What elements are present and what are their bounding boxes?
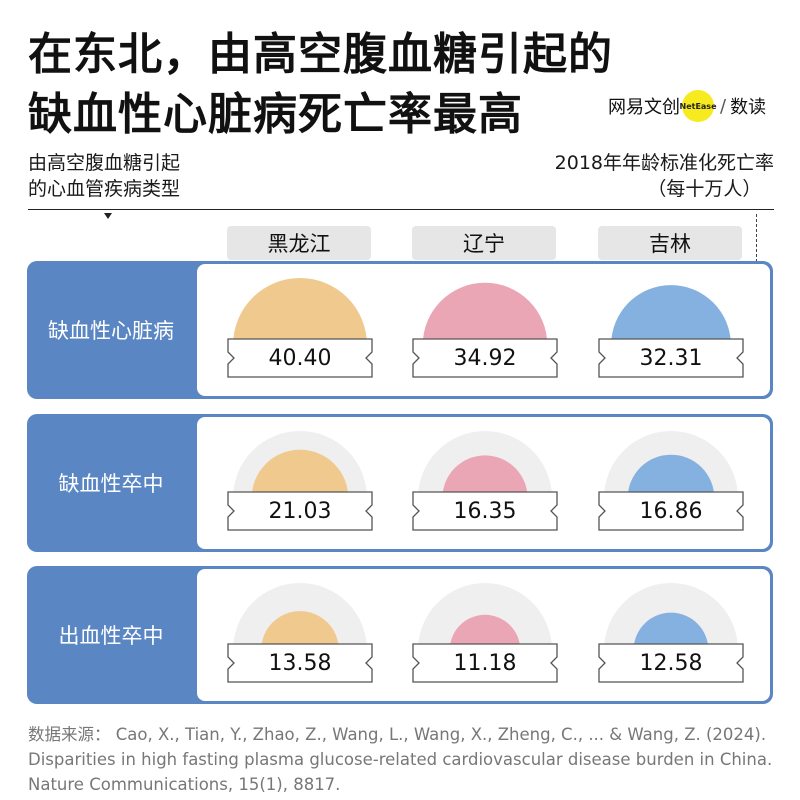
semicircle-mark xyxy=(412,431,558,531)
data-label: 12.58 xyxy=(639,650,703,676)
chart-cell: 11.18 xyxy=(412,576,558,696)
brand-logo: 网易文创 NetEase / 数读 xyxy=(608,90,766,122)
row-label: 缺血性心脏病 xyxy=(48,319,174,343)
value-ticket xyxy=(412,643,558,683)
data-label: 13.58 xyxy=(268,650,332,676)
chart-cell: 34.92 xyxy=(412,271,558,391)
semicircle-mark xyxy=(227,431,373,531)
value-ticket xyxy=(598,491,744,531)
page-title-line1: 在东北，由高空腹血糖引起的 xyxy=(28,29,613,80)
value-axis-header-line2: （每十万人） xyxy=(647,178,762,200)
value-semicircle xyxy=(449,614,521,650)
value-semicircle xyxy=(442,455,528,498)
value-semicircle xyxy=(233,278,367,345)
data-label: 16.35 xyxy=(453,498,517,524)
value-ticket xyxy=(412,491,558,531)
chart-cell: 21.03 xyxy=(227,424,373,544)
column-header: 辽宁 xyxy=(412,226,556,260)
data-label: 16.86 xyxy=(639,498,703,524)
chart-cell: 16.35 xyxy=(412,424,558,544)
brand-column-name: 数读 xyxy=(730,97,767,118)
value-semicircle xyxy=(627,454,715,498)
row-axis-header-line1: 由高空腹血糖引起 xyxy=(28,152,181,174)
row-axis-header: 由高空腹血糖引起 的心血管疾病类型 xyxy=(28,150,180,202)
header-divider xyxy=(28,209,774,210)
semicircle-mark xyxy=(598,431,744,531)
value-axis-header: 2018年年龄标准化死亡率 （每十万人） xyxy=(555,150,774,202)
chart-cell: 13.58 xyxy=(227,576,373,696)
netease-badge-icon: NetEase xyxy=(680,90,717,122)
chart-cell: 32.31 xyxy=(598,271,744,391)
value-ticket xyxy=(412,338,558,378)
value-semicircle xyxy=(261,611,339,650)
chart-cell: 40.40 xyxy=(227,271,373,391)
semicircle-mark xyxy=(598,583,744,683)
value-ticket xyxy=(227,491,373,531)
value-axis-header-line1: 2018年年龄标准化死亡率 xyxy=(554,152,774,174)
data-label: 40.40 xyxy=(268,345,332,371)
arrow-down-icon xyxy=(104,213,112,219)
value-semicircle xyxy=(633,612,709,650)
semicircle-mark xyxy=(412,583,558,683)
source-note: 数据来源： Cao, X., Tian, Y., Zhao, Z., Wang,… xyxy=(28,725,773,794)
row-label: 缺血性卒中 xyxy=(58,472,164,496)
semicircle-mark xyxy=(227,278,373,378)
brand-name: 网易文创 xyxy=(608,97,680,118)
value-semicircle xyxy=(251,449,349,498)
semicircle-mark xyxy=(598,285,744,378)
row-label: 出血性卒中 xyxy=(58,624,164,648)
page-title-line2: 缺血性心脏病死亡率最高 xyxy=(28,89,523,140)
brand-slash: / xyxy=(720,95,727,117)
data-label: 11.18 xyxy=(453,650,517,676)
value-ticket xyxy=(598,338,744,378)
value-ticket xyxy=(598,643,744,683)
chart-cell: 12.58 xyxy=(598,576,744,696)
value-semicircle xyxy=(611,285,731,345)
value-semicircle xyxy=(422,282,548,345)
column-header: 吉林 xyxy=(598,226,742,260)
data-label: 21.03 xyxy=(268,498,332,524)
data-label: 34.92 xyxy=(453,345,517,371)
row-axis-header-line2: 的心血管疾病类型 xyxy=(28,178,181,200)
value-ticket xyxy=(227,338,373,378)
semicircle-mark xyxy=(412,282,558,378)
data-label: 32.31 xyxy=(639,345,703,371)
column-header: 黑龙江 xyxy=(227,226,371,260)
value-ticket xyxy=(227,643,373,683)
semicircle-mark xyxy=(227,583,373,683)
chart-cell: 16.86 xyxy=(598,424,744,544)
